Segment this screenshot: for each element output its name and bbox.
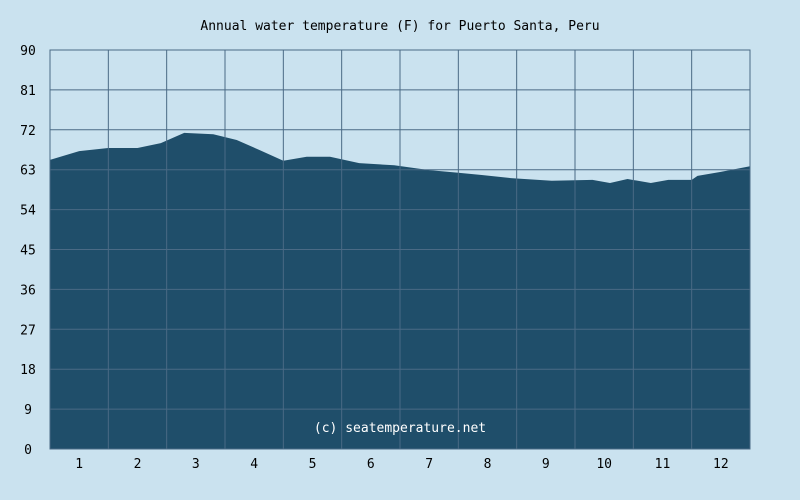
x-tick-label: 4 (250, 457, 258, 472)
x-tick-label: 2 (134, 457, 142, 472)
x-tick-label: 12 (713, 457, 729, 472)
y-tick-label: 9 (24, 403, 32, 418)
x-tick-label: 1 (75, 457, 83, 472)
x-tick-label: 9 (542, 457, 550, 472)
y-tick-label: 54 (20, 204, 36, 219)
watermark: (c) seatemperature.net (314, 421, 486, 436)
y-tick-label: 36 (20, 283, 36, 298)
x-tick-label: 5 (309, 457, 317, 472)
x-tick-label: 10 (596, 457, 612, 472)
plot-border (49, 49, 751, 450)
y-tick-label: 27 (20, 323, 36, 338)
x-tick-label: 8 (484, 457, 492, 472)
y-tick-label: 0 (24, 443, 32, 458)
x-tick-label: 7 (425, 457, 433, 472)
y-tick-label: 90 (20, 44, 36, 59)
chart-title: Annual water temperature (F) for Puerto … (200, 19, 600, 34)
y-tick-label: 72 (20, 124, 36, 139)
x-tick-label: 3 (192, 457, 200, 472)
y-tick-label: 81 (20, 84, 36, 99)
x-tick-label: 6 (367, 457, 375, 472)
y-tick-label: 63 (20, 164, 36, 179)
y-tick-label: 18 (20, 363, 36, 378)
y-tick-label: 45 (20, 244, 36, 259)
x-tick-label: 11 (655, 457, 671, 472)
